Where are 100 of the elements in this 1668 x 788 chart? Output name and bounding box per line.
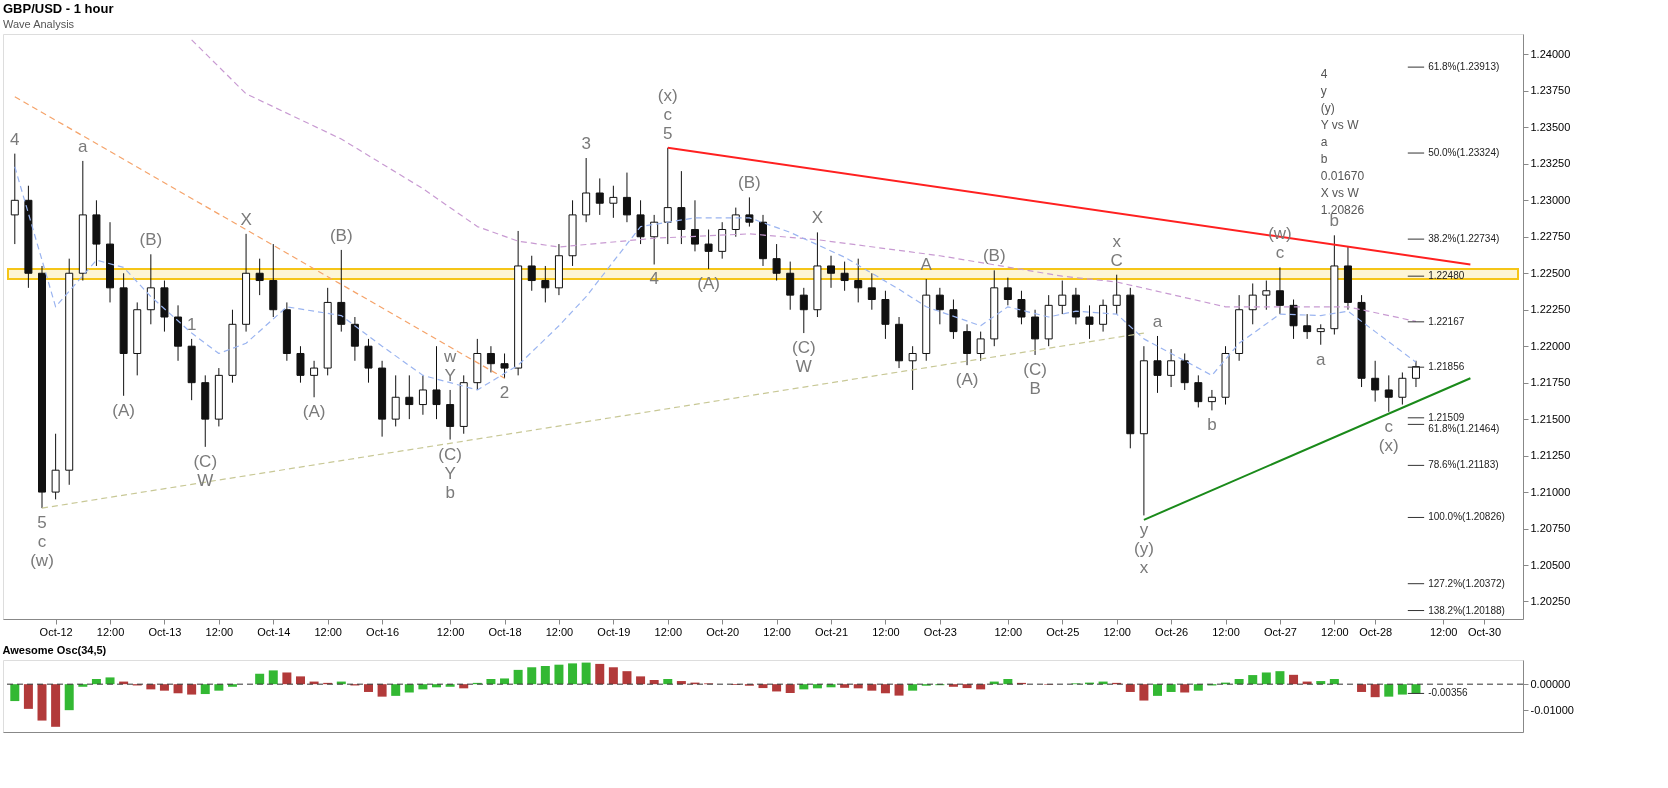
annotation: b [1207,415,1217,435]
chart-title: Awesome Osc(34,5) [2,644,107,656]
ref-line-label: 127.2%(1.20372) [1428,577,1505,589]
annotation: Y [444,463,456,483]
x-tick-label: 12:00 [654,625,683,638]
y-tick-label: 1.22750 [1530,230,1571,243]
ref-line-label: 50.0%(1.23324) [1428,147,1500,159]
annotation: b [1320,152,1328,166]
annotation: y [1139,520,1149,540]
ref-line-label: 1.21856 [1428,361,1465,373]
annotation: 2 [499,383,510,403]
annotation: (y) [1320,101,1335,115]
x-tick-label: 12:00 [872,625,900,638]
annotation: a [1152,311,1163,331]
x-tick-label: Oct-27 [1263,625,1297,638]
x-tick-label: 12:00 [545,625,574,638]
annotation: X vs W [1320,186,1360,200]
y-tick-label: 1.20250 [1530,594,1571,607]
x-tick-label: Oct-20 [706,625,740,638]
ref-line-label: -0.00356 [1428,687,1469,699]
x-tick-label: Oct-28 [1359,625,1393,638]
x-tick-label: Oct-30 [1467,625,1501,638]
annotation: (B) [139,230,163,250]
x-tick-label: Oct-14 [257,625,291,638]
ref-line-label: 138.2%(1.20188) [1428,604,1505,616]
annotation: (A) [302,402,326,422]
annotation: (C) [438,444,462,464]
annotation: X [240,209,252,229]
annotation: 0.01670 [1320,169,1365,183]
x-tick-label: Oct-23 [923,625,957,638]
x-tick-label: Oct-16 [366,625,400,638]
y-tick-label: 1.20750 [1530,522,1571,535]
y-tick-label: 1.21000 [1530,485,1571,498]
x-tick-label: 12:00 [1429,625,1458,638]
annotation: W [197,470,214,490]
x-tick-label: 12:00 [436,625,465,638]
annotation: c [1275,243,1285,263]
annotation: 1 [186,314,197,334]
y-tick-label: 1.21750 [1530,376,1571,389]
annotation: (x) [1378,435,1399,455]
annotation: a [78,136,89,156]
y-tick-label: 1.22500 [1530,266,1571,279]
chart-title: GBP/USD - 1 hour [3,1,114,16]
annotation: B [1029,378,1041,398]
annotation: (A) [955,370,979,390]
annotation: C [1110,250,1123,270]
annotation: W [795,357,812,377]
ref-line-label: 61.8%(1.23913) [1428,61,1500,73]
ref-line-label: 78.6%(1.21183) [1428,459,1499,471]
annotation: (B) [982,246,1006,266]
annotation: w [442,346,457,366]
x-tick-label: Oct-26 [1155,625,1189,638]
y-tick-label: 1.23750 [1530,84,1571,97]
y-tick-label: 1.24000 [1530,47,1571,60]
annotation: 5 [37,513,47,533]
y-tick-label: 1.22000 [1530,339,1571,352]
y-tick-label: 1.22250 [1530,303,1571,316]
ref-line-label: 1.21509 [1428,411,1465,423]
annotation: c [1384,416,1394,436]
annotation: 4 [10,129,20,149]
y-tick-label: 0.00000 [1530,677,1571,690]
x-tick-label: 12:00 [314,625,342,638]
x-tick-label: 12:00 [763,625,791,638]
x-tick-label: 12:00 [994,625,1023,638]
annotation: X [811,208,824,228]
y-tick-label: 1.23000 [1530,193,1571,206]
annotation: (C) [792,338,816,358]
y-tick-label: 1.21250 [1530,449,1571,462]
annotation: a [1320,135,1328,149]
annotation: (w) [30,551,54,571]
annotation: Y vs W [1320,118,1360,132]
ref-line-label: 100.0%(1.20826) [1428,511,1505,523]
x-tick-label: Oct-18 [488,625,522,638]
ref-line-label: 61.8%(1.21464) [1428,422,1500,434]
annotation: 4 [1320,67,1328,81]
annotation: Y [444,365,456,385]
annotation: (C) [193,451,218,471]
x-tick-label: 12:00 [1103,625,1131,638]
y-tick-label: 1.21500 [1530,412,1571,425]
x-tick-label: 12:00 [205,625,234,638]
annotation: (A) [112,400,135,420]
annotation: c [663,104,673,124]
annotation: y [1320,84,1327,98]
annotation: a [1316,349,1327,369]
annotation: (C) [1023,359,1047,379]
y-tick-label: 1.20500 [1530,558,1571,571]
annotation: (y) [1133,539,1154,559]
x-tick-label: Oct-13 [148,625,182,638]
annotation: x [1112,231,1122,251]
annotation: 3 [581,134,591,153]
annotation: c [37,532,47,552]
annotation: 5 [663,123,673,143]
y-tick-label: 1.23500 [1530,120,1571,133]
x-tick-label: 12:00 [1321,625,1349,638]
ref-line-label: 1.22167 [1428,315,1465,327]
x-tick-label: Oct-12 [39,625,73,638]
x-tick-label: Oct-25 [1046,625,1080,638]
y-tick-label: -0.01000 [1530,703,1574,716]
annotation: (B) [738,173,761,193]
x-tick-label: Oct-21 [815,625,849,638]
